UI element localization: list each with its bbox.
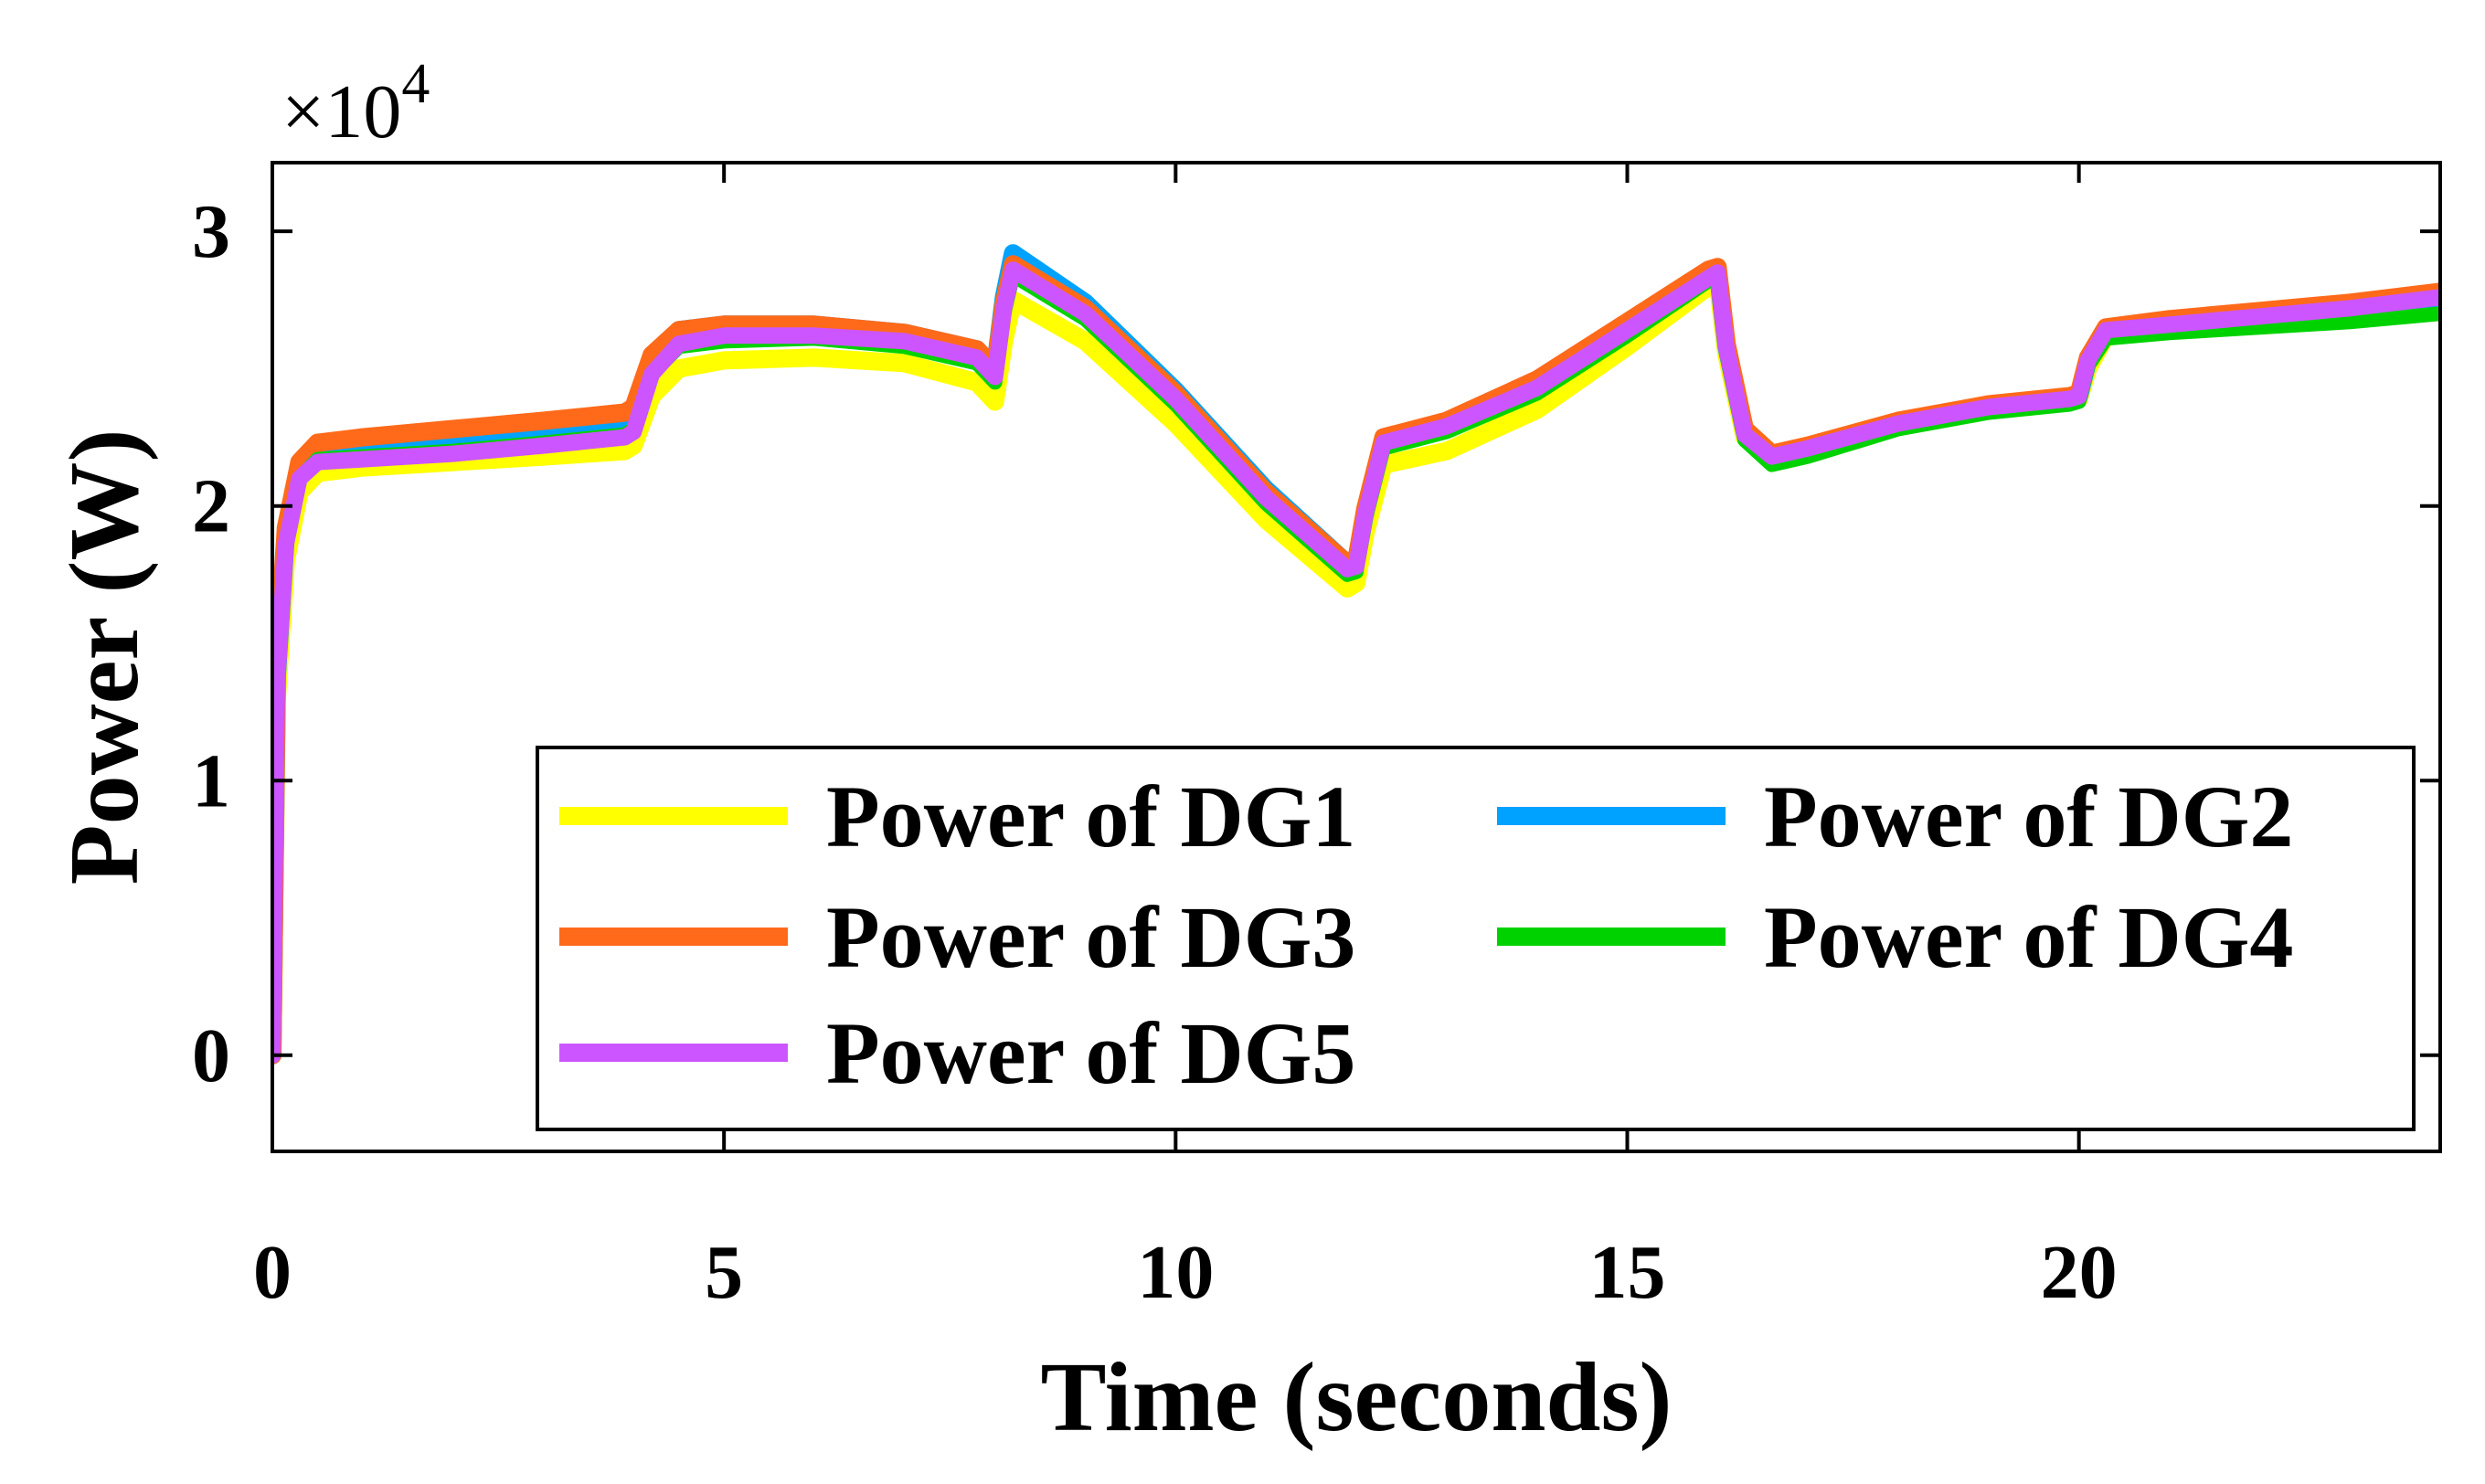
legend-label-dg5: Power of DG5 (826, 1004, 1355, 1102)
x-tick-label: 10 (1137, 1230, 1214, 1315)
tick-layer (271, 163, 2440, 1151)
y-tick-labels: 0 1 2 3 (192, 189, 230, 1098)
x-tick-label: 0 (253, 1230, 292, 1315)
y-tick-label: 2 (192, 464, 230, 549)
y-tick-label: 1 (192, 738, 230, 823)
y-tick-label: 0 (192, 1013, 230, 1098)
legend-label-dg1: Power of DG1 (826, 768, 1355, 865)
x-axis-label: Time (seconds) (1041, 1343, 1673, 1452)
legend: Power of DG1 Power of DG2 Power of DG3 Powe… (536, 746, 2416, 1131)
x-tick-label: 5 (705, 1230, 743, 1315)
y-exponent-label: ×104 (281, 53, 430, 154)
series-layer (272, 244, 2440, 1065)
legend-label-dg4: Power of DG4 (1764, 888, 2293, 986)
y-exponent-base: ×10 (281, 69, 401, 154)
series-line-dg5 (272, 261, 2440, 1064)
y-exponent-power: 4 (401, 53, 430, 115)
legend-label-dg2: Power of DG2 (1764, 768, 2293, 865)
legend-box (536, 746, 2416, 1131)
axes-box (271, 161, 2442, 1153)
legend-label-dg3: Power of DG3 (826, 888, 1355, 986)
x-tick-label: 15 (1589, 1230, 1666, 1315)
x-tick-labels: 0 5 10 15 20 (253, 1230, 2118, 1315)
x-tick-label: 20 (2041, 1230, 2118, 1315)
y-tick-label: 3 (192, 189, 230, 274)
y-axis-label: Power (W) (50, 429, 159, 885)
